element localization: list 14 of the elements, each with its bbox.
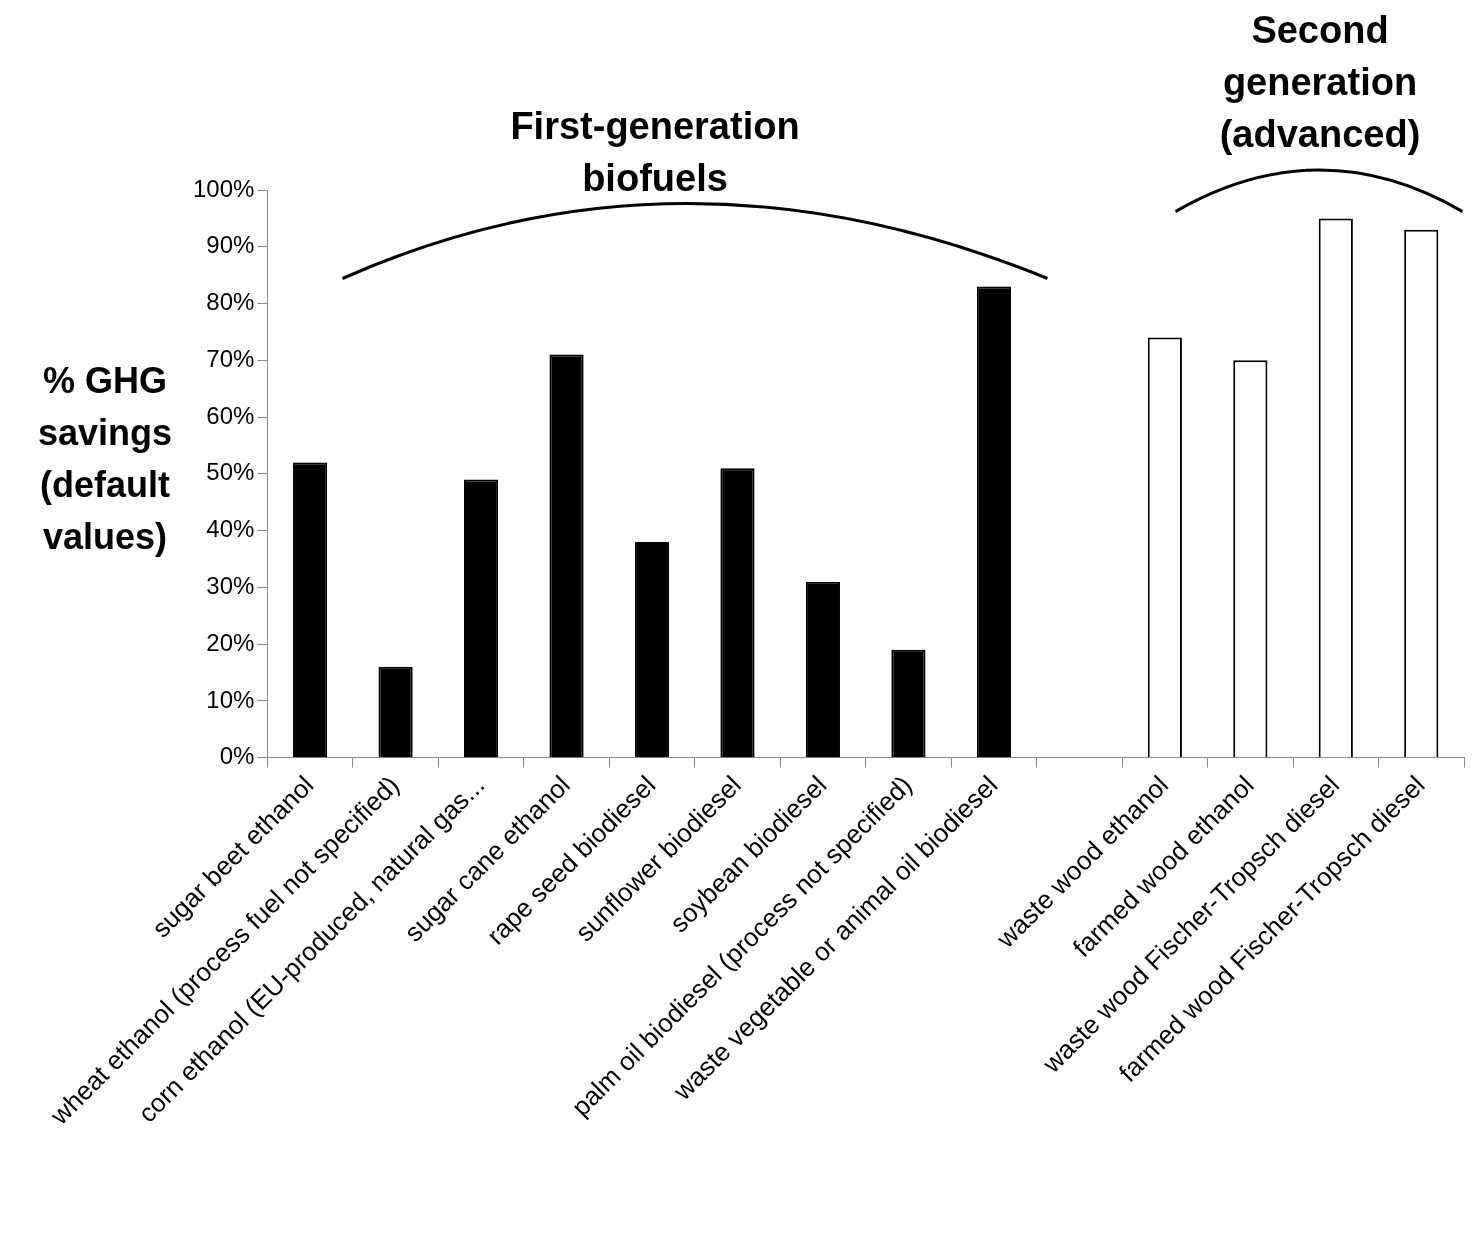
text: Second generation (advanced) xyxy=(1218,8,1422,157)
y-tick-label: 50% xyxy=(206,458,255,486)
y-tick-label: 90% xyxy=(206,231,255,259)
y-tick-label: 20% xyxy=(206,628,255,656)
y-tick-label: 40% xyxy=(206,515,255,543)
y-tick-label: 60% xyxy=(206,401,255,429)
y-tick-label: 0% xyxy=(219,742,255,770)
annotation: First-generation biofuels xyxy=(509,104,801,201)
y-tick-label: 10% xyxy=(206,685,255,713)
y-axis-title: % GHG savings (default values) xyxy=(36,359,174,559)
y-tick-label: 80% xyxy=(206,288,255,316)
y-tick-label: 30% xyxy=(206,571,255,599)
y-tick-label: 100% xyxy=(192,174,255,202)
y-tick-label: 70% xyxy=(206,344,255,372)
